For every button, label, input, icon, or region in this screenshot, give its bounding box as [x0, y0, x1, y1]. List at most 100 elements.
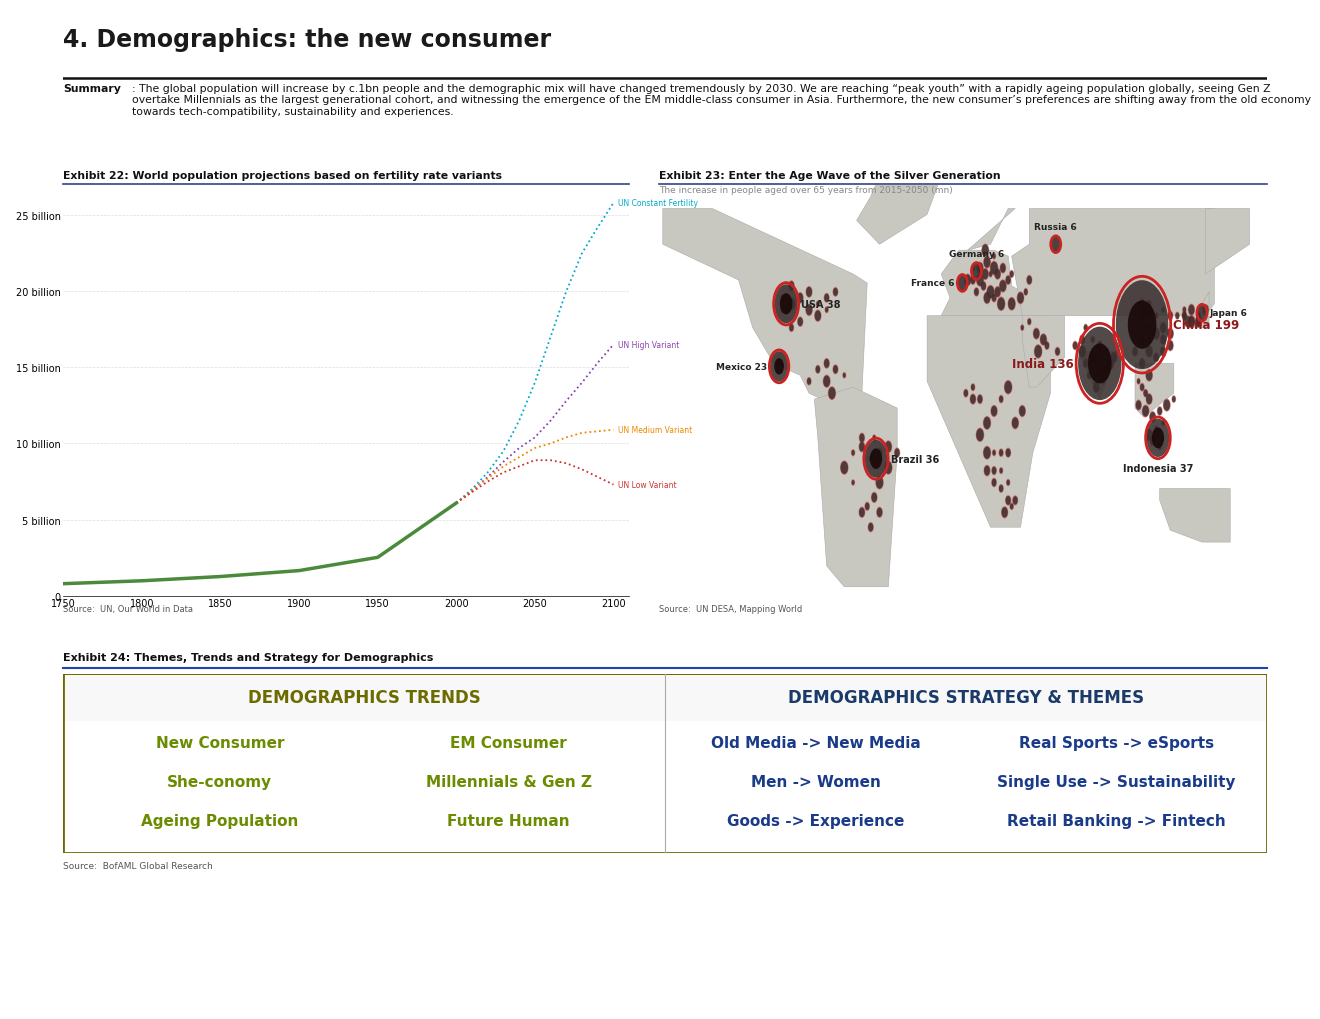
Circle shape — [869, 457, 873, 463]
Polygon shape — [1078, 353, 1118, 399]
Circle shape — [859, 507, 865, 518]
Polygon shape — [1188, 292, 1209, 328]
Circle shape — [807, 377, 812, 386]
Text: : The global population will increase by c.1bn people and the demographic mix wi: : The global population will increase by… — [132, 84, 1311, 117]
Circle shape — [1162, 420, 1166, 427]
Circle shape — [1154, 426, 1159, 433]
Circle shape — [989, 272, 993, 277]
Polygon shape — [927, 316, 1051, 528]
Text: Retail Banking -> Fintech: Retail Banking -> Fintech — [1007, 813, 1226, 828]
Circle shape — [1162, 421, 1164, 426]
Circle shape — [1196, 318, 1201, 327]
Circle shape — [884, 441, 892, 453]
Circle shape — [1167, 329, 1173, 339]
Circle shape — [1146, 370, 1152, 382]
Circle shape — [1055, 348, 1060, 356]
Circle shape — [1007, 298, 1016, 312]
Text: India 136: India 136 — [1011, 358, 1073, 371]
Circle shape — [1181, 312, 1187, 321]
Circle shape — [859, 434, 865, 443]
Circle shape — [964, 389, 969, 398]
Circle shape — [780, 293, 792, 315]
Circle shape — [1196, 317, 1201, 328]
Circle shape — [851, 450, 855, 457]
Text: Single Use -> Sustainability: Single Use -> Sustainability — [998, 774, 1236, 789]
Text: Bank of America
Merrill Lynch: Bank of America Merrill Lynch — [3, 922, 54, 932]
Circle shape — [1139, 299, 1146, 310]
Circle shape — [787, 298, 796, 312]
Circle shape — [991, 294, 997, 303]
Circle shape — [1150, 437, 1155, 445]
Circle shape — [1140, 384, 1144, 391]
Circle shape — [1142, 406, 1150, 418]
Circle shape — [1163, 399, 1170, 412]
Circle shape — [1146, 394, 1152, 405]
Circle shape — [1005, 275, 1011, 285]
Text: Goods -> Experience: Goods -> Experience — [727, 813, 904, 828]
Circle shape — [965, 275, 972, 286]
Circle shape — [1055, 347, 1060, 357]
Circle shape — [1080, 336, 1085, 344]
Circle shape — [816, 302, 820, 307]
Circle shape — [805, 305, 812, 316]
Circle shape — [1140, 337, 1144, 343]
Circle shape — [1162, 307, 1166, 314]
Circle shape — [797, 317, 804, 328]
Circle shape — [1167, 311, 1173, 321]
Circle shape — [876, 508, 882, 518]
Circle shape — [991, 468, 997, 475]
Circle shape — [1006, 276, 1011, 285]
Circle shape — [797, 318, 803, 327]
Circle shape — [797, 292, 804, 305]
Circle shape — [982, 269, 989, 280]
Circle shape — [1150, 412, 1156, 424]
Circle shape — [1183, 307, 1187, 314]
Circle shape — [991, 478, 997, 488]
Circle shape — [1162, 308, 1164, 313]
Circle shape — [865, 502, 870, 512]
Circle shape — [1105, 348, 1109, 356]
Circle shape — [842, 373, 846, 379]
Polygon shape — [663, 209, 867, 399]
Circle shape — [972, 264, 981, 279]
Circle shape — [1078, 346, 1085, 358]
Circle shape — [1078, 327, 1122, 400]
Circle shape — [991, 254, 997, 261]
Circle shape — [814, 310, 821, 323]
Circle shape — [1002, 507, 1007, 518]
Text: China 199: China 199 — [1173, 319, 1239, 332]
Circle shape — [824, 293, 830, 304]
Circle shape — [977, 429, 983, 442]
Circle shape — [1078, 335, 1085, 345]
Circle shape — [1096, 364, 1104, 376]
Circle shape — [970, 384, 975, 392]
Text: Ageing Population: Ageing Population — [141, 813, 298, 828]
Circle shape — [865, 440, 887, 478]
Circle shape — [833, 365, 838, 375]
Circle shape — [983, 257, 990, 268]
Circle shape — [824, 360, 829, 369]
Circle shape — [1188, 305, 1195, 317]
Circle shape — [807, 378, 810, 385]
Text: Indonesia 37: Indonesia 37 — [1123, 464, 1193, 474]
Circle shape — [993, 254, 995, 260]
Circle shape — [1051, 237, 1060, 253]
Circle shape — [970, 394, 977, 406]
Polygon shape — [941, 251, 1032, 316]
Circle shape — [1168, 312, 1172, 321]
Polygon shape — [857, 176, 941, 245]
Circle shape — [1006, 496, 1011, 505]
Circle shape — [1135, 400, 1142, 411]
Text: Old Media -> New Media: Old Media -> New Media — [711, 735, 920, 750]
Circle shape — [1196, 319, 1200, 326]
Circle shape — [1139, 383, 1144, 392]
Circle shape — [977, 263, 983, 274]
Circle shape — [1160, 322, 1167, 334]
Circle shape — [858, 507, 866, 519]
Polygon shape — [1022, 316, 1064, 388]
Text: Exhibit 22: World population projections based on fertility rate variants: Exhibit 22: World population projections… — [63, 171, 503, 181]
Circle shape — [1011, 417, 1019, 430]
Text: She-conomy: She-conomy — [168, 774, 272, 789]
Circle shape — [1139, 360, 1144, 369]
Circle shape — [1005, 448, 1011, 459]
